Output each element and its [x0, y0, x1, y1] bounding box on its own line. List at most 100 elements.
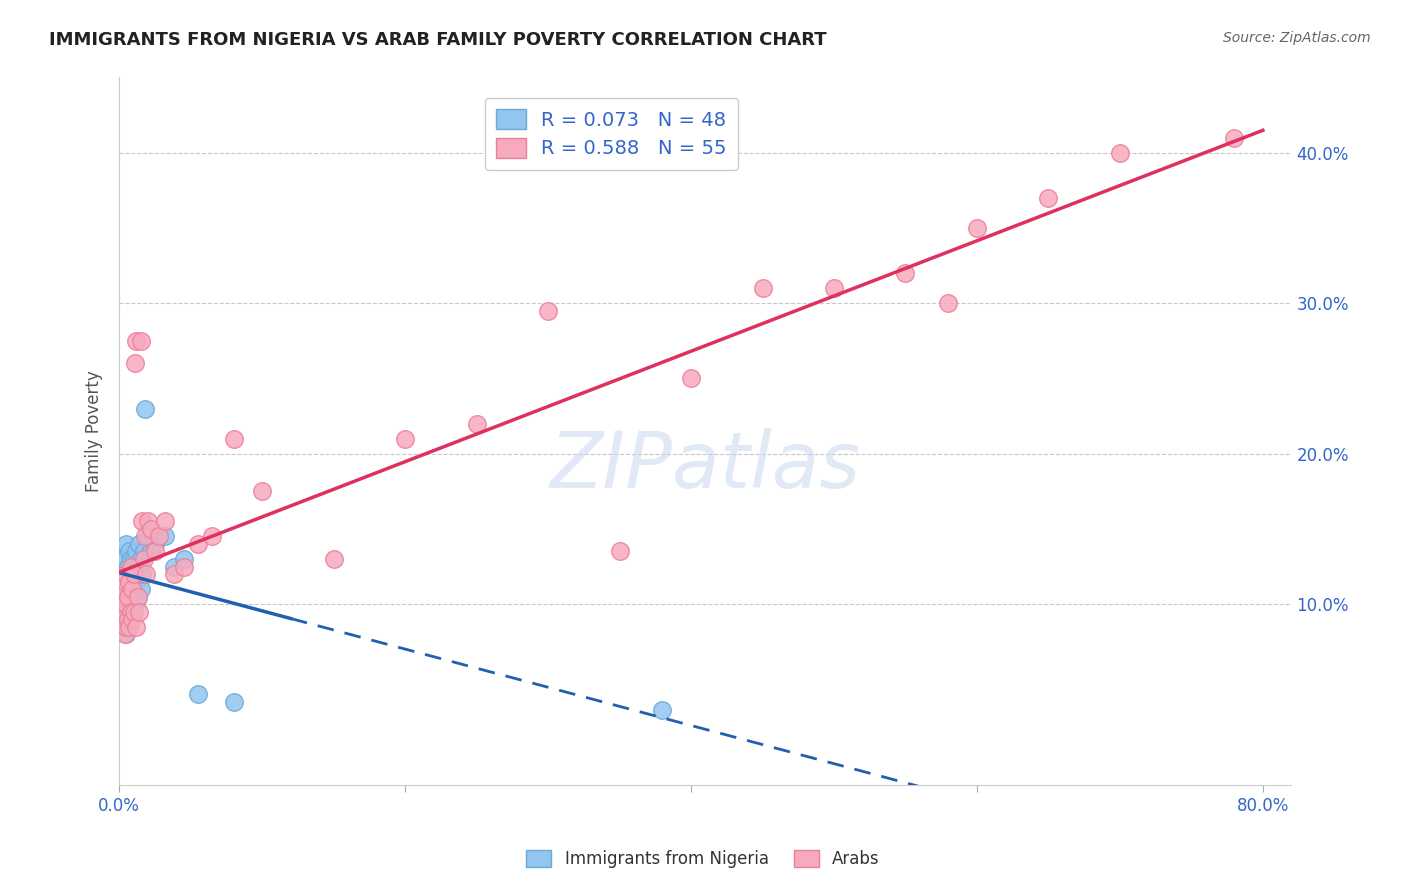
Legend: Immigrants from Nigeria, Arabs: Immigrants from Nigeria, Arabs	[520, 843, 886, 875]
Point	[394, 432, 416, 446]
Point	[124, 597, 146, 611]
Point	[117, 612, 139, 626]
Point	[129, 552, 152, 566]
Point	[751, 281, 773, 295]
Point	[187, 537, 209, 551]
Point	[125, 544, 148, 558]
Point	[110, 605, 132, 619]
Point	[128, 605, 150, 619]
Point	[114, 627, 136, 641]
Point	[131, 515, 153, 529]
Point	[121, 612, 143, 626]
Point	[173, 559, 195, 574]
Text: Source: ZipAtlas.com: Source: ZipAtlas.com	[1223, 31, 1371, 45]
Point	[121, 582, 143, 596]
Point	[681, 371, 703, 385]
Point	[136, 529, 159, 543]
Point	[120, 605, 142, 619]
Point	[114, 552, 136, 566]
Point	[129, 582, 152, 596]
Point	[135, 567, 157, 582]
Point	[153, 529, 176, 543]
Point	[609, 544, 631, 558]
Point	[132, 544, 155, 558]
Point	[128, 537, 150, 551]
Point	[121, 559, 143, 574]
Point	[118, 620, 141, 634]
Point	[465, 417, 488, 431]
Point	[121, 590, 143, 604]
Point	[134, 401, 156, 416]
Point	[136, 515, 159, 529]
Point	[139, 544, 162, 558]
Point	[112, 590, 135, 604]
Point	[252, 484, 274, 499]
Point	[115, 627, 138, 641]
Point	[537, 303, 560, 318]
Point	[117, 559, 139, 574]
Point	[143, 537, 166, 551]
Point	[1223, 130, 1246, 145]
Point	[120, 559, 142, 574]
Point	[1109, 145, 1132, 160]
Point	[117, 590, 139, 604]
Point	[112, 582, 135, 596]
Point	[112, 567, 135, 582]
Point	[122, 605, 145, 619]
Point	[115, 567, 138, 582]
Point	[111, 605, 134, 619]
Point	[124, 356, 146, 370]
Point	[111, 620, 134, 634]
Point	[222, 695, 245, 709]
Point	[148, 529, 170, 543]
Point	[127, 559, 149, 574]
Point	[115, 574, 138, 589]
Point	[120, 605, 142, 619]
Point	[111, 552, 134, 566]
Point	[148, 529, 170, 543]
Point	[124, 567, 146, 582]
Point	[125, 620, 148, 634]
Point	[127, 590, 149, 604]
Point	[115, 605, 138, 619]
Point	[114, 582, 136, 596]
Point	[143, 544, 166, 558]
Point	[115, 597, 138, 611]
Point	[118, 544, 141, 558]
Point	[201, 529, 224, 543]
Text: IMMIGRANTS FROM NIGERIA VS ARAB FAMILY POVERTY CORRELATION CHART: IMMIGRANTS FROM NIGERIA VS ARAB FAMILY P…	[49, 31, 827, 49]
Point	[125, 574, 148, 589]
Point	[115, 537, 138, 551]
Point	[173, 552, 195, 566]
Legend: R = 0.073   N = 48, R = 0.588   N = 55: R = 0.073 N = 48, R = 0.588 N = 55	[485, 98, 738, 170]
Point	[129, 334, 152, 348]
Point	[112, 620, 135, 634]
Text: ZIPatlas: ZIPatlas	[550, 428, 860, 505]
Point	[162, 567, 184, 582]
Point	[110, 574, 132, 589]
Y-axis label: Family Poverty: Family Poverty	[86, 370, 103, 492]
Point	[134, 529, 156, 543]
Point	[894, 266, 917, 280]
Point	[118, 597, 141, 611]
Point	[162, 559, 184, 574]
Point	[118, 574, 141, 589]
Point	[153, 515, 176, 529]
Point	[222, 432, 245, 446]
Point	[114, 605, 136, 619]
Point	[127, 590, 149, 604]
Point	[122, 552, 145, 566]
Point	[115, 620, 138, 634]
Point	[139, 522, 162, 536]
Point	[823, 281, 845, 295]
Point	[114, 574, 136, 589]
Point	[125, 334, 148, 348]
Point	[122, 567, 145, 582]
Point	[1038, 191, 1060, 205]
Point	[322, 552, 344, 566]
Point	[111, 590, 134, 604]
Point	[120, 574, 142, 589]
Point	[131, 567, 153, 582]
Point	[938, 296, 960, 310]
Point	[122, 582, 145, 596]
